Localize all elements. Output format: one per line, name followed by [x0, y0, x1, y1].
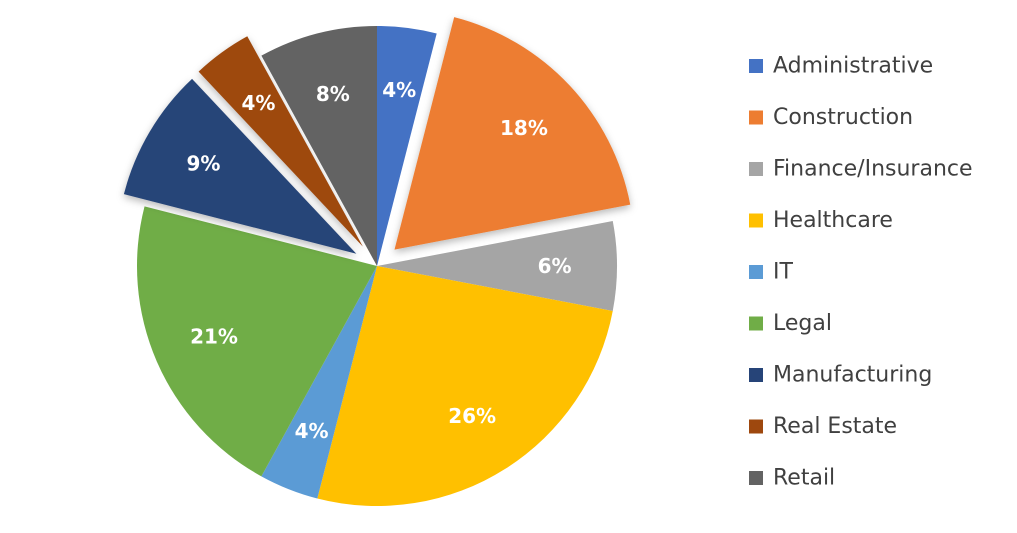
- pie-slice-it: [261, 266, 377, 499]
- legend-label-construction: Construction: [773, 105, 913, 130]
- legend-label-real-estate: Real Estate: [773, 414, 897, 439]
- legend-item-legal: Legal: [749, 311, 832, 336]
- legend-item-retail: Retail: [749, 466, 835, 491]
- data-label-manufacturing: 9%: [186, 151, 220, 175]
- legend-swatch-construction: [749, 110, 763, 125]
- legend: Administrative Construction Finance/Insura…: [749, 54, 973, 491]
- legend-item-it: IT: [749, 260, 793, 285]
- pie-data-labels: 4% 18% 6% 26% 4% 21% 9% 4% 8%: [186, 78, 571, 443]
- legend-swatch-administrative: [749, 59, 763, 73]
- pie-slice-retail: [261, 26, 377, 266]
- pie-slices: [123, 17, 631, 506]
- data-label-it: 4%: [295, 419, 329, 443]
- pie-slice-healthcare: [317, 266, 613, 506]
- pie-slice-legal: [137, 206, 377, 477]
- data-label-real-estate: 4%: [242, 91, 276, 115]
- legend-item-healthcare: Healthcare: [749, 208, 893, 233]
- data-label-legal: 21%: [190, 325, 238, 349]
- data-label-construction: 18%: [500, 116, 548, 140]
- data-label-finance-insurance: 6%: [538, 254, 572, 278]
- legend-label-retail: Retail: [773, 466, 835, 491]
- legend-swatch-it: [749, 265, 763, 279]
- legend-swatch-legal: [749, 316, 763, 331]
- legend-label-administrative: Administrative: [773, 54, 933, 79]
- legend-swatch-finance-insurance: [749, 162, 763, 176]
- legend-item-finance-insurance: Finance/Insurance: [749, 157, 973, 182]
- legend-label-manufacturing: Manufacturing: [773, 363, 932, 388]
- pie-slice-construction: [394, 17, 631, 250]
- legend-label-healthcare: Healthcare: [773, 208, 893, 233]
- legend-swatch-manufacturing: [749, 368, 763, 382]
- legend-item-construction: Construction: [749, 105, 913, 130]
- pie-slice-administrative: [377, 26, 437, 266]
- legend-swatch-retail: [749, 471, 763, 485]
- data-label-administrative: 4%: [382, 78, 416, 102]
- legend-item-administrative: Administrative: [749, 54, 933, 79]
- legend-label-legal: Legal: [773, 311, 832, 336]
- pie-slice-real-estate: [198, 36, 363, 247]
- legend-label-it: IT: [773, 260, 793, 285]
- data-label-retail: 8%: [316, 82, 350, 106]
- legend-swatch-real-estate: [749, 419, 763, 434]
- data-label-healthcare: 26%: [448, 404, 496, 428]
- legend-item-real-estate: Real Estate: [749, 414, 897, 439]
- pie-slice-finance-insurance: [377, 221, 618, 311]
- pie-slice-manufacturing: [123, 78, 357, 254]
- legend-item-manufacturing: Manufacturing: [749, 363, 932, 388]
- legend-swatch-healthcare: [749, 213, 763, 228]
- legend-label-finance-insurance: Finance/Insurance: [773, 157, 973, 182]
